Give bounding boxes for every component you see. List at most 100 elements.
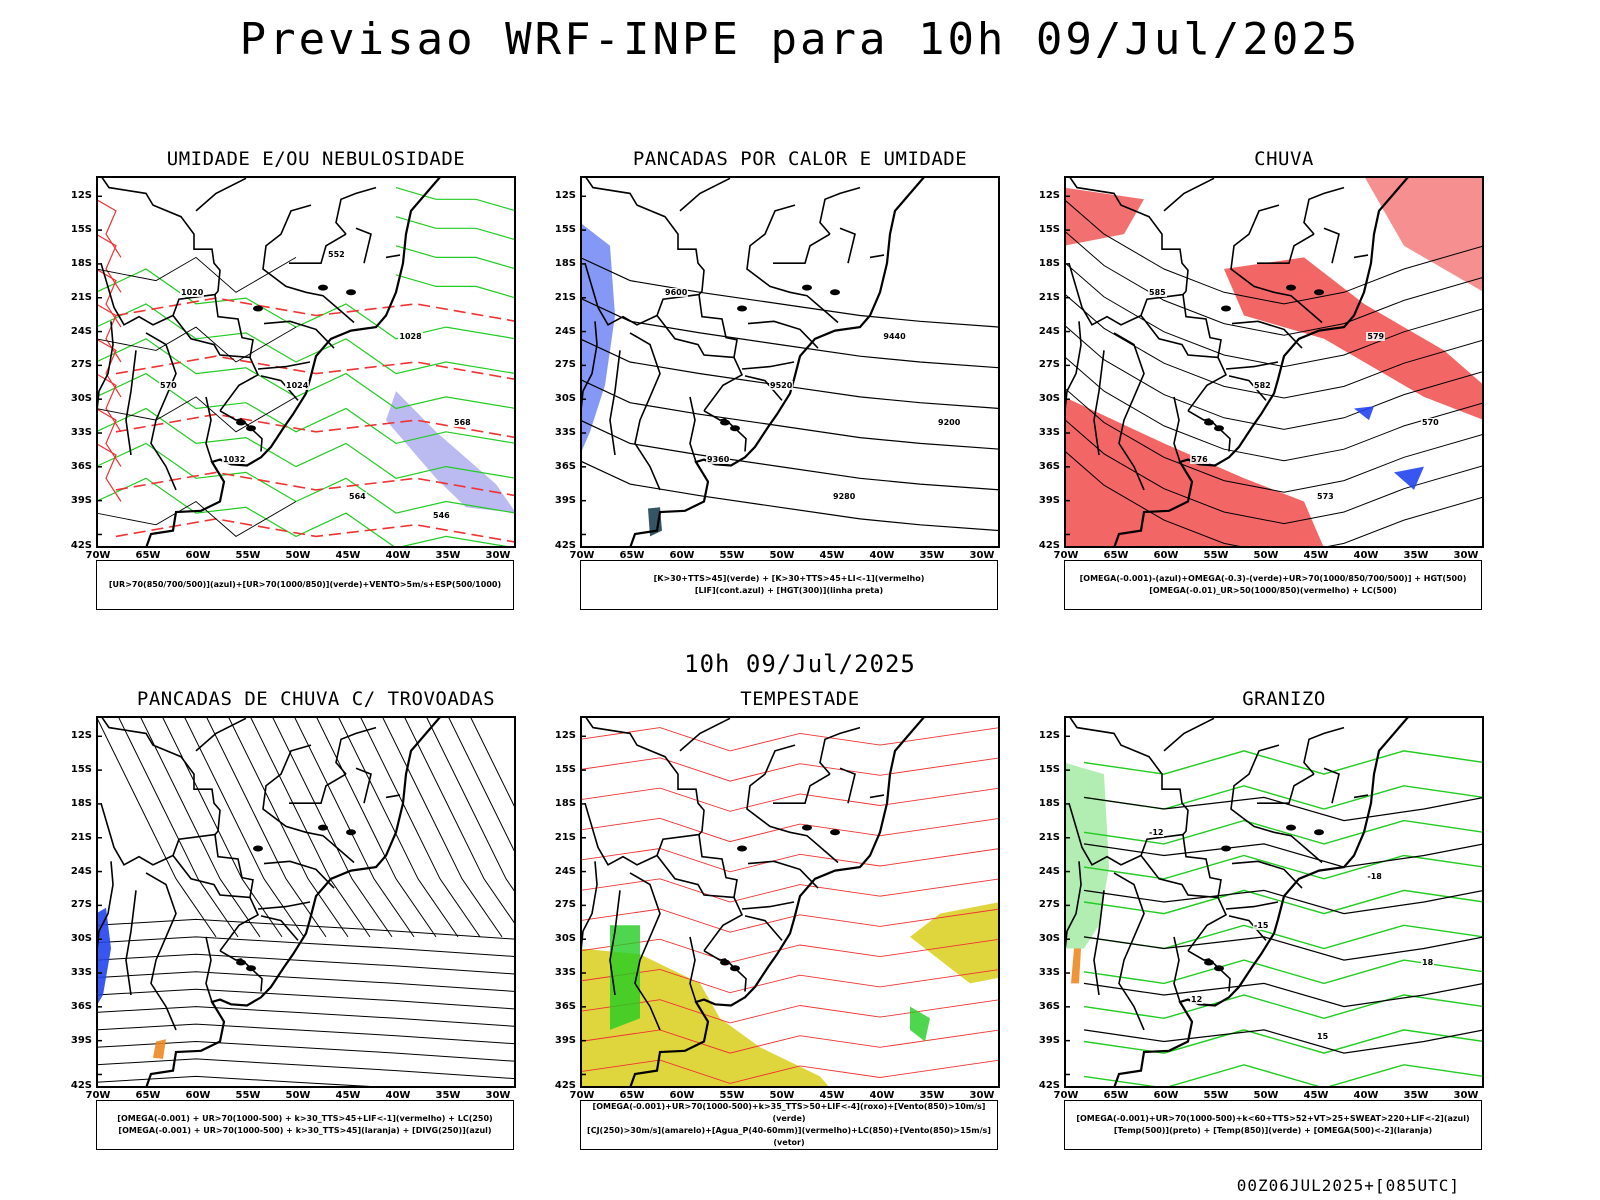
- border-line: [1231, 860, 1303, 889]
- border-line: [145, 872, 177, 1031]
- lon-tick-label: 70W: [569, 550, 595, 561]
- lon-tick-label: 40W: [869, 550, 895, 561]
- lat-tick-label: 27S: [70, 359, 92, 371]
- lif-area: [580, 222, 615, 455]
- streamline: [96, 936, 516, 958]
- lon-tick-label: 30W: [969, 550, 995, 561]
- streamline: [117, 716, 239, 938]
- thickness-contour: [115, 297, 516, 323]
- lat-tick-label: 39S: [70, 1034, 92, 1046]
- panel-legend-box: [UR>70(850/700/500)](azul)+[UR>70(1000/8…: [96, 560, 514, 610]
- lat-tick-label: 18S: [1038, 797, 1060, 809]
- lon-tick-label: 55W: [719, 550, 745, 561]
- lon-tick-label: 30W: [969, 1090, 995, 1101]
- map-area: 12S 15S 18S 21S 24S 27S 30S 33S 36S 39S 42S 70W 65W 6…: [555, 176, 1000, 561]
- border-line: [839, 767, 856, 804]
- streamline: [183, 716, 305, 938]
- lake-marker: [830, 289, 840, 296]
- lat-tick-label: 12S: [70, 190, 92, 202]
- streamline: [96, 971, 516, 992]
- border-line: [335, 726, 377, 775]
- temp850-contour: [1083, 959, 1484, 985]
- streamline: [271, 716, 393, 938]
- lc850-streamline: [580, 848, 1000, 873]
- border-line: [195, 177, 247, 212]
- map-canvas: [580, 176, 1000, 548]
- lc850-streamline: [580, 938, 1000, 963]
- lat-tick-label: 18S: [554, 797, 576, 809]
- border-line: [1353, 794, 1369, 799]
- streamline: [96, 1023, 516, 1045]
- border-line: [580, 861, 598, 972]
- streamline: [337, 716, 459, 938]
- panel-umidade: UMIDADE E/OU NEBULOSIDADE 12S 15S 18S 21S 24S…: [66, 148, 566, 628]
- coastline: [144, 176, 443, 548]
- border-line: [689, 396, 697, 463]
- border-line: [355, 227, 372, 264]
- border-line: [1113, 332, 1145, 491]
- coastline: [1112, 176, 1411, 548]
- omega-blue-area: [1394, 466, 1424, 490]
- valid-time-subtitle: 10h 09/Jul/2025: [684, 650, 916, 678]
- legend-line: [OMEGA(-0.001)-(azul)+OMEGA(-0.3)-(verde…: [1079, 574, 1467, 583]
- contour-value-label: 1032: [222, 455, 247, 464]
- lat-tick-label: 39S: [70, 494, 92, 506]
- streamline: [1064, 261, 1484, 368]
- contour-value-label: -15: [1253, 920, 1270, 930]
- panel-legend-box: [OMEGA(-0.001)-(azul)+OMEGA(-0.3)-(verde…: [1064, 560, 1482, 610]
- lake-marker: [1314, 829, 1324, 836]
- lat-tick-label: 24S: [1038, 325, 1060, 337]
- lat-tick-label: 15S: [70, 224, 92, 236]
- lat-tick-label: 12S: [70, 730, 92, 742]
- contour-value-label: 1024: [285, 380, 310, 390]
- border-line: [214, 294, 260, 412]
- contour-value-label: 576: [1190, 455, 1209, 464]
- lat-tick-label: 15S: [1038, 764, 1060, 776]
- lon-tick-label: 55W: [1203, 550, 1229, 561]
- streamline: [1064, 230, 1484, 336]
- lat-tick-label: 12S: [1038, 730, 1060, 742]
- coastline: [628, 716, 927, 1088]
- wind850-green-area: [610, 925, 640, 1030]
- panel-title: PANCADAS DE CHUVA C/ TROVOADAS: [136, 688, 496, 710]
- omega-red-area: [1064, 396, 1324, 548]
- lat-tick-label: 33S: [554, 427, 576, 439]
- legend-line: [LIF](cont.azul) + [HGT(300)](linha pret…: [694, 586, 884, 595]
- thickness-contour: [115, 355, 516, 381]
- lake-marker: [246, 965, 256, 972]
- border-line: [263, 860, 335, 889]
- thickness-contour: [96, 338, 122, 398]
- border-line: [96, 861, 114, 972]
- lon-tick-label: 30W: [1453, 550, 1479, 561]
- lon-tick-label: 35W: [435, 550, 461, 561]
- lon-tick-label: 50W: [769, 550, 795, 561]
- lat-tick-label: 15S: [70, 764, 92, 776]
- border-line: [747, 320, 819, 349]
- lon-tick-label: 55W: [235, 550, 261, 561]
- border-line: [1113, 872, 1145, 1031]
- temp850-contour: [1083, 819, 1484, 845]
- temp500-contour: [1083, 982, 1484, 1008]
- border-line: [1323, 227, 1340, 264]
- map-canvas: [1064, 716, 1484, 1088]
- thickness-contour: [96, 233, 122, 293]
- border-line: [584, 262, 700, 326]
- lat-tick-label: 42S: [1038, 1080, 1060, 1091]
- wind850-green-area: [910, 1006, 930, 1042]
- contour-value-label: 585: [1148, 287, 1167, 297]
- border-line: [1303, 186, 1345, 235]
- jet-yellow-area: [910, 902, 1000, 984]
- lat-tick-label: 30S: [1038, 393, 1060, 405]
- lat-tick-label: 15S: [554, 224, 576, 236]
- legend-line: [OMEGA(-0.001) + UR>70(1000-500) + k>30_…: [117, 1114, 493, 1123]
- lat-tick-label: 39S: [1038, 494, 1060, 506]
- border-line: [289, 773, 347, 804]
- border-line: [1140, 315, 1219, 359]
- lat-tick-label: 12S: [1038, 190, 1060, 202]
- lat-tick-label: 30S: [70, 393, 92, 405]
- streamline: [293, 716, 415, 938]
- streamline: [1064, 387, 1484, 493]
- instability-orange-area: [153, 1039, 166, 1059]
- border-line: [747, 860, 819, 889]
- lat-tick-label: 12S: [554, 190, 576, 202]
